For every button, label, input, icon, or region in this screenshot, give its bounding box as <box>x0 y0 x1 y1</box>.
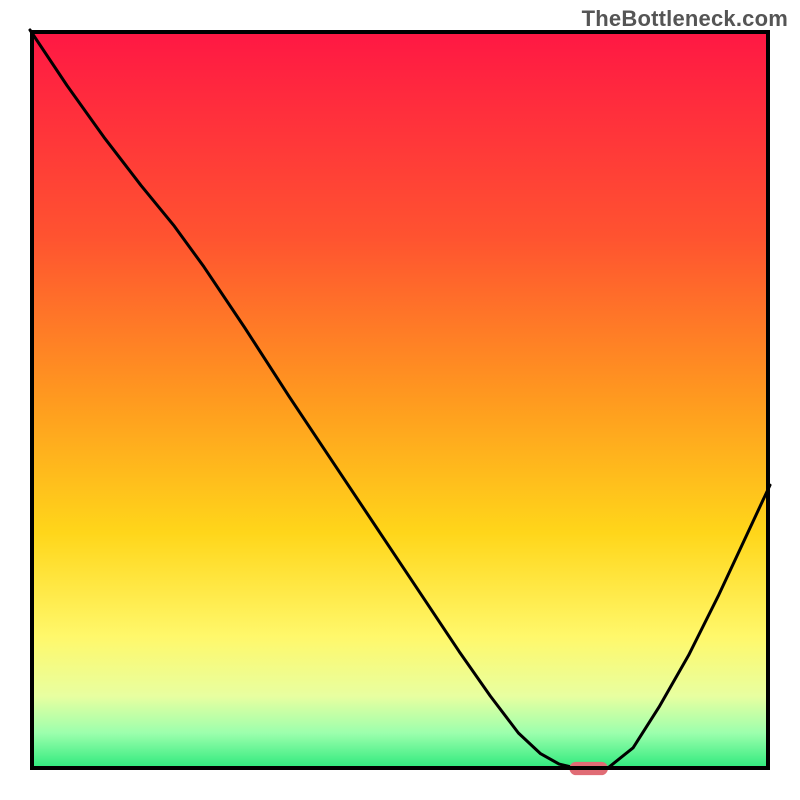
watermark-label: TheBottleneck.com <box>582 6 788 32</box>
bottleneck-curve-chart <box>0 0 800 800</box>
plot-background <box>30 30 770 770</box>
chart-container: TheBottleneck.com <box>0 0 800 800</box>
